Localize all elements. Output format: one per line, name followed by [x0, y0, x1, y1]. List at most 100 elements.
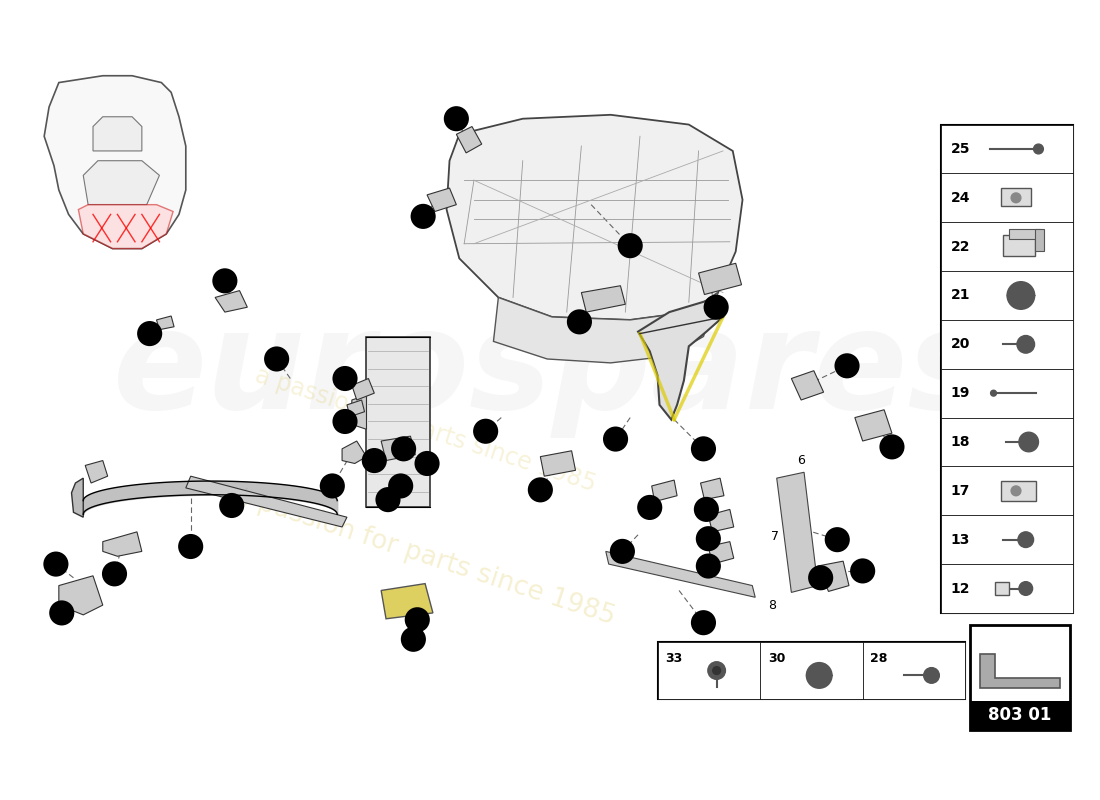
Bar — [940, 125, 1072, 613]
Text: 21: 21 — [950, 289, 970, 302]
Text: 24: 24 — [701, 534, 716, 544]
Text: 4: 4 — [626, 241, 634, 250]
Polygon shape — [708, 510, 734, 532]
Circle shape — [389, 474, 412, 498]
Text: 6: 6 — [798, 454, 805, 467]
Text: a passion for parts since 1985: a passion for parts since 1985 — [231, 482, 619, 630]
Text: 20: 20 — [393, 481, 408, 491]
Circle shape — [320, 474, 344, 498]
Circle shape — [392, 437, 416, 461]
Circle shape — [265, 347, 288, 370]
Circle shape — [363, 449, 386, 472]
Text: 27: 27 — [409, 614, 425, 625]
Polygon shape — [186, 476, 346, 527]
Polygon shape — [817, 561, 849, 591]
Text: 13: 13 — [608, 434, 624, 444]
Circle shape — [825, 528, 849, 551]
Polygon shape — [447, 115, 742, 320]
Circle shape — [416, 452, 439, 475]
Bar — [940, 418, 1072, 466]
Bar — [1003, 235, 1035, 257]
Polygon shape — [78, 205, 173, 249]
Bar — [996, 582, 1009, 595]
Bar — [940, 369, 1072, 418]
Text: 19: 19 — [950, 386, 970, 400]
Text: 9: 9 — [700, 618, 707, 628]
Text: 20: 20 — [950, 338, 970, 351]
Polygon shape — [855, 410, 892, 441]
Circle shape — [179, 534, 202, 558]
Polygon shape — [582, 286, 625, 312]
Circle shape — [696, 527, 720, 550]
Text: 29: 29 — [449, 114, 464, 124]
Text: 13: 13 — [615, 546, 630, 556]
Circle shape — [411, 205, 434, 228]
Polygon shape — [701, 478, 724, 500]
Circle shape — [638, 496, 661, 519]
Polygon shape — [708, 542, 734, 564]
Bar — [658, 642, 760, 699]
Text: 24: 24 — [950, 191, 970, 205]
Circle shape — [808, 566, 833, 590]
Text: 3: 3 — [424, 458, 431, 469]
Bar — [1001, 188, 1031, 206]
Text: 24: 24 — [701, 561, 716, 571]
Circle shape — [44, 552, 67, 576]
Text: 18: 18 — [884, 442, 900, 452]
Polygon shape — [216, 290, 248, 312]
Text: 8: 8 — [859, 566, 867, 576]
Text: 28: 28 — [870, 652, 888, 665]
Bar — [970, 701, 1069, 730]
Circle shape — [444, 107, 469, 130]
Text: 20: 20 — [396, 444, 411, 454]
Bar — [940, 564, 1072, 613]
Circle shape — [102, 562, 126, 586]
Circle shape — [474, 419, 497, 443]
Circle shape — [880, 435, 904, 458]
Polygon shape — [84, 161, 160, 205]
Polygon shape — [791, 370, 824, 400]
Circle shape — [696, 554, 720, 578]
Polygon shape — [494, 293, 718, 363]
Text: 22: 22 — [950, 240, 970, 254]
Bar — [366, 337, 430, 507]
Polygon shape — [85, 461, 108, 483]
Text: eurospares: eurospares — [113, 303, 991, 438]
Text: 13: 13 — [268, 354, 284, 364]
Text: 26: 26 — [142, 329, 157, 338]
Text: 25: 25 — [642, 502, 658, 513]
Circle shape — [813, 670, 825, 682]
Circle shape — [924, 668, 939, 683]
Text: 6: 6 — [843, 361, 851, 371]
Bar — [940, 466, 1072, 515]
Circle shape — [835, 354, 859, 378]
Bar — [940, 515, 1072, 564]
Polygon shape — [638, 300, 723, 419]
Text: 21: 21 — [381, 494, 396, 505]
Text: 13: 13 — [950, 533, 970, 546]
Polygon shape — [352, 395, 366, 430]
Circle shape — [1025, 438, 1033, 446]
Circle shape — [695, 498, 718, 521]
Circle shape — [1019, 582, 1033, 595]
Bar — [1001, 481, 1035, 501]
Circle shape — [1011, 193, 1021, 202]
Polygon shape — [352, 378, 374, 400]
Polygon shape — [456, 126, 482, 153]
Text: 18: 18 — [950, 435, 970, 449]
Polygon shape — [651, 480, 678, 502]
Text: 13: 13 — [478, 426, 493, 436]
Text: 1: 1 — [187, 542, 195, 551]
Circle shape — [1008, 282, 1035, 309]
Text: 10: 10 — [532, 485, 548, 495]
Text: 33: 33 — [48, 559, 64, 569]
Circle shape — [708, 662, 725, 679]
Text: 25: 25 — [950, 142, 970, 156]
Circle shape — [220, 494, 243, 518]
Polygon shape — [540, 450, 575, 476]
Bar — [1009, 229, 1041, 239]
Circle shape — [991, 390, 997, 396]
Text: 2: 2 — [329, 481, 337, 491]
Polygon shape — [606, 551, 756, 598]
Circle shape — [376, 488, 399, 511]
